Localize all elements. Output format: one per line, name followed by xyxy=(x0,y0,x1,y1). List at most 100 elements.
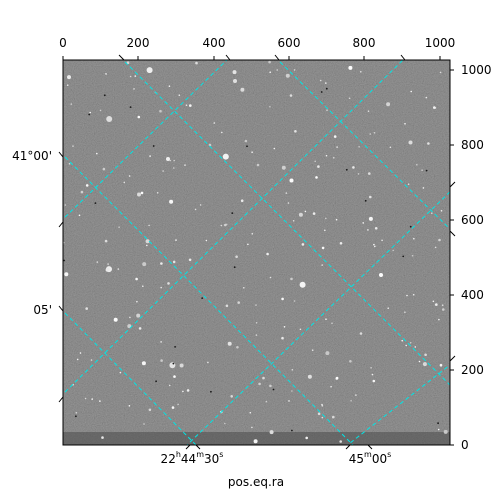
dark-pixel xyxy=(231,212,234,215)
x-axis-label: pos.eq.ra xyxy=(227,475,285,489)
star xyxy=(128,405,131,407)
star xyxy=(370,367,372,369)
right-tick-label: 600 xyxy=(461,213,484,227)
star xyxy=(232,70,237,75)
dark-pixel xyxy=(246,145,248,148)
star xyxy=(171,406,175,409)
coordinate-grid xyxy=(63,60,450,445)
star xyxy=(146,244,148,247)
star xyxy=(406,294,408,297)
star xyxy=(332,415,335,419)
star xyxy=(160,359,163,362)
star xyxy=(106,116,113,122)
star xyxy=(107,263,109,265)
star xyxy=(291,390,293,392)
star xyxy=(276,69,279,71)
star xyxy=(256,163,260,167)
dec-tick-label: 05' xyxy=(33,303,52,317)
star xyxy=(213,122,216,124)
star xyxy=(105,73,107,75)
star xyxy=(325,217,327,220)
star xyxy=(127,324,132,329)
star xyxy=(119,371,122,374)
star xyxy=(172,260,176,264)
star-field xyxy=(63,60,448,444)
star xyxy=(85,184,89,187)
sky-noise xyxy=(63,60,450,445)
edge-tick-mark xyxy=(225,54,231,61)
star xyxy=(207,361,209,364)
right-tick-label: 200 xyxy=(461,363,484,377)
star xyxy=(173,159,175,162)
star xyxy=(146,67,153,74)
star xyxy=(281,165,286,170)
star xyxy=(401,339,404,342)
star xyxy=(408,140,413,145)
star xyxy=(64,204,67,206)
star xyxy=(416,163,418,166)
star xyxy=(335,376,339,380)
edge-tick-mark xyxy=(58,151,64,158)
dark-pixel xyxy=(152,145,155,147)
star xyxy=(433,106,436,109)
dark-pixel xyxy=(364,199,367,202)
star xyxy=(386,102,391,107)
star xyxy=(339,242,343,245)
star xyxy=(285,73,290,78)
star xyxy=(173,375,176,378)
star xyxy=(368,216,373,221)
star xyxy=(118,226,120,228)
star xyxy=(389,146,392,149)
star xyxy=(184,164,186,166)
star xyxy=(321,246,325,250)
star xyxy=(143,423,145,425)
star xyxy=(422,187,425,189)
star xyxy=(368,172,371,175)
star xyxy=(240,199,244,202)
star xyxy=(373,243,375,246)
star xyxy=(294,130,297,133)
star xyxy=(304,210,307,213)
star xyxy=(91,398,93,400)
star xyxy=(293,69,296,71)
star xyxy=(188,258,192,262)
dark-pixel xyxy=(174,346,177,348)
star xyxy=(324,229,326,232)
star xyxy=(66,84,69,86)
star xyxy=(102,167,106,171)
star xyxy=(89,111,91,114)
star xyxy=(269,384,272,388)
star xyxy=(113,317,118,322)
star xyxy=(439,71,442,74)
star xyxy=(101,436,104,439)
right-tick-label: 400 xyxy=(461,288,484,302)
edge-tick-mark xyxy=(185,444,191,450)
star xyxy=(412,293,415,296)
star xyxy=(233,79,237,83)
dark-pixel xyxy=(233,266,236,269)
dark-pixel xyxy=(345,168,348,171)
edge-tick-mark xyxy=(58,221,64,228)
star xyxy=(160,262,163,265)
star xyxy=(64,272,69,277)
star xyxy=(140,191,144,195)
star xyxy=(369,195,372,199)
right-tick-label: 800 xyxy=(461,138,484,152)
star xyxy=(321,405,324,407)
star xyxy=(339,440,343,443)
right-axis-ticks xyxy=(450,69,454,446)
star xyxy=(222,153,229,160)
star xyxy=(269,276,272,279)
star xyxy=(135,277,138,281)
star xyxy=(292,220,295,222)
star xyxy=(442,308,445,311)
star xyxy=(236,346,239,349)
grid-line xyxy=(122,60,450,386)
star xyxy=(348,97,351,100)
star xyxy=(96,152,98,155)
star xyxy=(136,313,141,318)
star xyxy=(67,75,71,80)
star xyxy=(307,374,312,379)
